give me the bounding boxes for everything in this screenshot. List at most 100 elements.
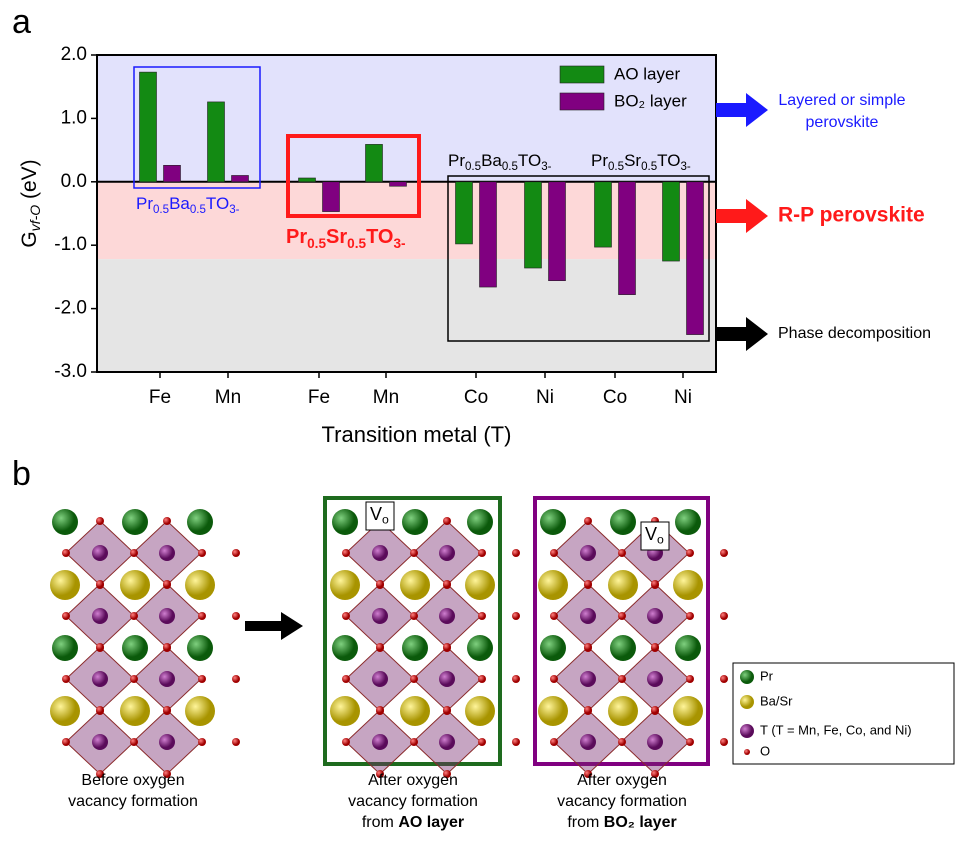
o-atom <box>618 549 626 557</box>
annotation-arrow <box>716 317 768 351</box>
ba-atom <box>50 696 80 726</box>
caption: vacancy formation <box>68 793 198 810</box>
x-tick-label: Mn <box>373 387 399 408</box>
panel-label: a <box>12 3 31 41</box>
x-tick-label: Mn <box>215 387 241 408</box>
t-atom <box>439 734 455 750</box>
o-atom <box>686 549 694 557</box>
o-atom <box>443 580 451 588</box>
y-tick-label: -1.0 <box>54 234 87 255</box>
ba-atom <box>608 570 638 600</box>
pr-atom <box>402 635 428 661</box>
o-atom <box>232 549 240 557</box>
crystal-structure <box>538 509 728 778</box>
t-atom <box>647 608 663 624</box>
o-atom <box>163 706 171 714</box>
o-atom <box>232 738 240 746</box>
caption: from AO layer <box>362 814 464 831</box>
o-atom <box>376 580 384 588</box>
legend-atom <box>740 670 754 684</box>
formula-part: 0.5 <box>465 161 481 173</box>
o-atom <box>96 580 104 588</box>
annotation-text: perovskite <box>806 114 879 131</box>
pr-atom <box>52 509 78 535</box>
o-atom <box>584 580 592 588</box>
bar <box>480 182 497 287</box>
crystal-structure <box>50 509 240 778</box>
o-atom <box>342 549 350 557</box>
annotation-text: Layered or simple <box>778 92 905 109</box>
y-axis-label-part: vf-O <box>27 205 43 232</box>
o-atom <box>478 612 486 620</box>
legend-label: Pr <box>760 668 774 683</box>
legend-swatch <box>560 66 604 83</box>
o-atom <box>720 612 728 620</box>
ba-atom <box>330 570 360 600</box>
x-axis-label: Transition metal (T) <box>322 422 512 447</box>
bar <box>299 178 316 182</box>
pr-atom <box>187 509 213 535</box>
bar <box>366 144 383 181</box>
o-atom <box>232 675 240 683</box>
y-axis-label-part: G <box>18 231 41 247</box>
caption-part: from <box>567 814 603 831</box>
formula-part: V <box>370 504 382 524</box>
o-atom <box>512 549 520 557</box>
o-atom <box>410 612 418 620</box>
ba-atom <box>673 570 703 600</box>
x-tick-label: Co <box>464 387 488 408</box>
annotation-arrow <box>716 93 768 127</box>
t-atom <box>372 608 388 624</box>
t-atom <box>580 608 596 624</box>
bar <box>208 102 225 182</box>
bar <box>390 182 407 186</box>
ba-atom <box>120 570 150 600</box>
formula-part: Pr <box>136 194 153 213</box>
o-atom <box>342 738 350 746</box>
o-atom <box>512 738 520 746</box>
o-atom <box>96 706 104 714</box>
o-atom <box>512 612 520 620</box>
legend-label: Ba/Sr <box>760 693 793 708</box>
ba-atom <box>400 696 430 726</box>
o-atom <box>130 675 138 683</box>
o-atom <box>163 517 171 525</box>
y-tick-label: 0.0 <box>61 171 87 192</box>
formula-part: TO <box>518 151 541 170</box>
o-atom <box>410 549 418 557</box>
caption-part: from <box>362 814 398 831</box>
o-atom <box>163 580 171 588</box>
y-axis-label-part: (eV) <box>18 159 41 205</box>
o-atom <box>584 643 592 651</box>
bar <box>687 182 704 335</box>
o-atom <box>62 549 70 557</box>
ba-atom <box>120 696 150 726</box>
o-atom <box>443 706 451 714</box>
bar <box>595 182 612 247</box>
t-atom <box>580 671 596 687</box>
formula-part: V <box>645 524 657 544</box>
o-atom <box>410 675 418 683</box>
legend-atom <box>740 695 754 709</box>
o-atom <box>96 643 104 651</box>
y-tick-label: -3.0 <box>54 361 87 382</box>
formula-part: Sr <box>326 226 347 248</box>
annotation-arrow <box>716 199 768 233</box>
o-atom <box>478 675 486 683</box>
o-atom <box>410 738 418 746</box>
o-atom <box>651 580 659 588</box>
o-atom <box>62 612 70 620</box>
o-atom <box>618 675 626 683</box>
panel-label: b <box>12 455 31 493</box>
o-atom <box>478 738 486 746</box>
y-axis-label: Gvf-O (eV) <box>18 159 43 247</box>
pr-atom <box>675 635 701 661</box>
o-atom <box>686 675 694 683</box>
pr-atom <box>540 509 566 535</box>
formula-part: o <box>657 533 664 547</box>
caption: vacancy formation <box>557 793 687 810</box>
o-atom <box>198 612 206 620</box>
bar <box>663 182 680 261</box>
o-atom <box>618 612 626 620</box>
o-atom <box>198 738 206 746</box>
